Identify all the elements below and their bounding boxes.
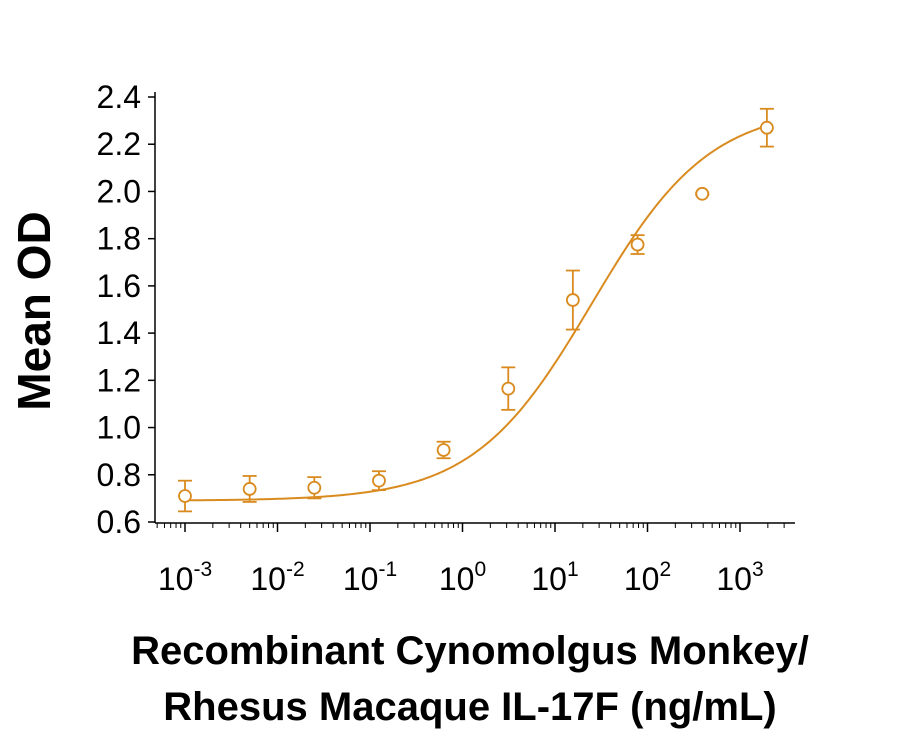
- x-tick-label-base: 10: [624, 561, 660, 597]
- x-axis-title-line-2: Rhesus Macaque IL-17F (ng/mL): [163, 685, 776, 729]
- x-tick-label-exponent: 3: [752, 558, 764, 581]
- y-tick-label: 2.0: [97, 173, 141, 209]
- x-tick-label-base: 10: [531, 561, 567, 597]
- y-tick-label: 0.8: [97, 457, 141, 493]
- data-point: [630, 234, 645, 255]
- fit-curve: [184, 124, 768, 502]
- x-axis: 10-3 10-2 10-1 100 101 102 103: [155, 522, 795, 597]
- point-marker: [759, 120, 774, 135]
- x-tick-label: 10-3: [158, 558, 212, 597]
- point-marker: [372, 473, 386, 488]
- x-tick-label-exponent: 0: [474, 558, 486, 581]
- data-point: [501, 366, 516, 411]
- data-point: [371, 470, 386, 492]
- data-point: [307, 476, 322, 500]
- x-tick-label: 103: [716, 558, 763, 597]
- y-tick-label: 1.0: [97, 410, 141, 446]
- x-tick-label: 10-1: [343, 558, 397, 597]
- x-tick-label-exponent: 2: [659, 558, 671, 581]
- point-marker: [307, 480, 322, 495]
- data-point: [759, 107, 774, 148]
- y-tick-label: 2.2: [97, 126, 141, 162]
- data-point: [565, 269, 580, 331]
- x-tick-label: 102: [624, 558, 671, 597]
- point-marker: [565, 293, 580, 307]
- data-point: [436, 440, 451, 460]
- y-axis: 0.6 0.8 1.0 1.2 1.4 1.6 1.8 2.0 2.2 2.4: [97, 79, 156, 540]
- point-marker: [695, 186, 710, 201]
- x-tick-label-base: 10: [439, 561, 475, 597]
- x-tick-label-base: 10: [250, 561, 286, 597]
- point-marker: [178, 489, 192, 503]
- data-point: [695, 186, 710, 201]
- y-tick-label: 1.6: [97, 268, 141, 304]
- x-tick-label-base: 10: [716, 561, 752, 597]
- x-tick-label-exponent: -1: [378, 558, 397, 581]
- y-tick-label: 1.8: [97, 221, 141, 257]
- x-tick-label-base: 10: [158, 561, 194, 597]
- x-tick-label-exponent: 1: [567, 558, 579, 581]
- y-tick-label: 1.4: [97, 315, 141, 351]
- data-point: [178, 479, 192, 513]
- x-tick-label: 100: [439, 558, 486, 597]
- y-tick-label: 2.4: [97, 79, 141, 115]
- x-axis-title-line-1: Recombinant Cynomolgus Monkey/: [131, 629, 809, 673]
- x-tick-label: 101: [531, 558, 578, 597]
- x-tick-label-exponent: -2: [286, 558, 305, 581]
- point-marker: [242, 482, 257, 496]
- x-tick-label-base: 10: [343, 561, 379, 597]
- y-tick-label: 1.2: [97, 362, 141, 398]
- point-marker: [436, 443, 451, 457]
- data-points: [178, 107, 774, 513]
- y-axis-title: Mean OD: [8, 211, 60, 410]
- x-tick-label-exponent: -3: [193, 558, 212, 581]
- x-tick-label: 10-2: [250, 558, 304, 597]
- data-point: [242, 475, 257, 503]
- point-marker: [501, 381, 516, 396]
- point-marker: [630, 237, 645, 252]
- y-tick-label: 0.6: [97, 504, 141, 540]
